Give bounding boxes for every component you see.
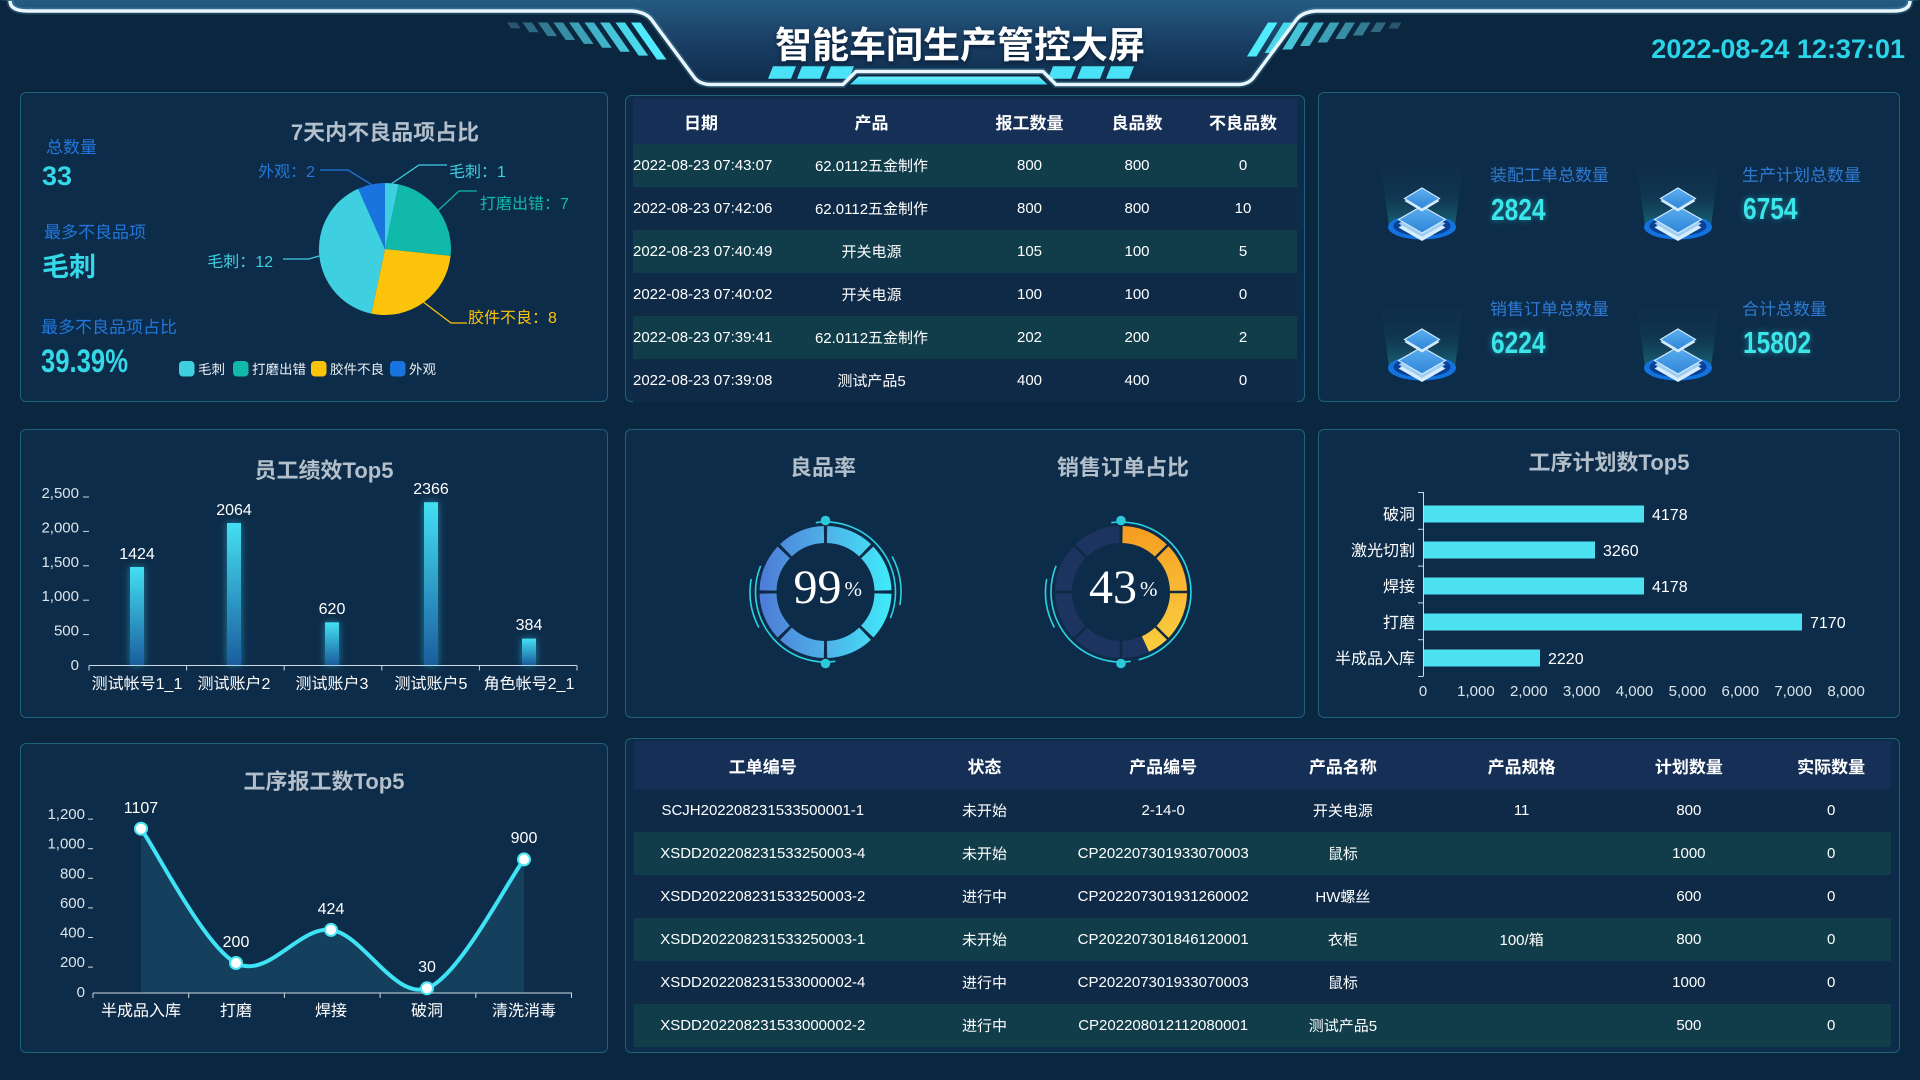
svg-text:胶件不良：8: 胶件不良：8 bbox=[468, 309, 557, 327]
svg-text:3,000: 3,000 bbox=[1563, 683, 1601, 700]
svg-text:99: 99 bbox=[794, 561, 842, 614]
svg-text:1424: 1424 bbox=[119, 546, 155, 563]
svg-text:1,000: 1,000 bbox=[1457, 683, 1495, 700]
svg-text:4178: 4178 bbox=[1652, 507, 1688, 524]
svg-text:外观：2: 外观：2 bbox=[258, 163, 315, 181]
svg-text:破洞: 破洞 bbox=[1383, 506, 1415, 524]
svg-text:620: 620 bbox=[319, 601, 346, 618]
svg-text:30: 30 bbox=[418, 959, 436, 976]
svg-text:7,000: 7,000 bbox=[1774, 683, 1812, 700]
svg-text:1,000: 1,000 bbox=[47, 836, 85, 853]
svg-text:200: 200 bbox=[223, 934, 250, 951]
svg-text:半成品入库: 半成品入库 bbox=[1335, 650, 1415, 668]
svg-text:2220: 2220 bbox=[1548, 651, 1584, 668]
svg-text:测试帐号1_1: 测试帐号1_1 bbox=[92, 675, 183, 693]
svg-text:工序报工数Top5: 工序报工数Top5 bbox=[244, 769, 405, 794]
svg-text:7170: 7170 bbox=[1810, 615, 1846, 632]
svg-text:半成品入库: 半成品入库 bbox=[101, 1002, 181, 1020]
svg-text:1,000: 1,000 bbox=[41, 588, 79, 605]
svg-text:600: 600 bbox=[60, 895, 85, 912]
svg-text:400: 400 bbox=[60, 925, 85, 942]
svg-text:1,200: 1,200 bbox=[47, 806, 85, 823]
svg-text:800: 800 bbox=[60, 865, 85, 882]
svg-text:384: 384 bbox=[516, 617, 543, 634]
svg-text:焊接: 焊接 bbox=[1383, 578, 1415, 596]
svg-text:激光切割: 激光切割 bbox=[1351, 542, 1415, 560]
svg-text:7天内不良品项占比: 7天内不良品项占比 bbox=[291, 120, 479, 145]
svg-text:测试账户5: 测试账户5 bbox=[395, 675, 468, 693]
svg-text:毛刺: 毛刺 bbox=[198, 362, 225, 377]
svg-text:2,500: 2,500 bbox=[41, 485, 79, 502]
svg-text:销售订单占比: 销售订单占比 bbox=[1057, 455, 1189, 480]
svg-text:打磨出错：7: 打磨出错：7 bbox=[480, 195, 569, 213]
svg-text:焊接: 焊接 bbox=[315, 1002, 347, 1020]
svg-text:清洗消毒: 清洗消毒 bbox=[492, 1002, 556, 1020]
svg-text:工序计划数Top5: 工序计划数Top5 bbox=[1529, 450, 1690, 475]
svg-text:测试账户2: 测试账户2 bbox=[198, 675, 271, 693]
svg-text:最多不良品项: 最多不良品项 bbox=[44, 223, 146, 242]
svg-text:胶件不良: 胶件不良 bbox=[330, 362, 384, 377]
svg-text:4,000: 4,000 bbox=[1616, 683, 1654, 700]
svg-text:0: 0 bbox=[71, 657, 79, 674]
svg-text:0: 0 bbox=[1419, 683, 1427, 700]
svg-text:2366: 2366 bbox=[413, 481, 449, 498]
svg-text:最多不良品项占比: 最多不良品项占比 bbox=[41, 318, 177, 337]
svg-text:900: 900 bbox=[511, 830, 538, 847]
svg-text:测试账户3: 测试账户3 bbox=[296, 675, 369, 693]
svg-text:2,000: 2,000 bbox=[1510, 683, 1548, 700]
svg-text:打磨: 打磨 bbox=[220, 1002, 252, 1020]
svg-text:良品率: 良品率 bbox=[790, 455, 856, 480]
svg-text:毛刺：1: 毛刺：1 bbox=[449, 163, 506, 181]
svg-text:424: 424 bbox=[318, 901, 345, 918]
svg-text:打磨出错: 打磨出错 bbox=[252, 362, 306, 377]
svg-text:200: 200 bbox=[60, 954, 85, 971]
svg-text:总数量: 总数量 bbox=[46, 138, 97, 157]
svg-text:500: 500 bbox=[54, 623, 79, 640]
svg-text:员工绩效Top5: 员工绩效Top5 bbox=[255, 458, 394, 483]
svg-text:打磨: 打磨 bbox=[1383, 614, 1415, 632]
svg-text:33: 33 bbox=[42, 161, 72, 191]
svg-text:2,000: 2,000 bbox=[41, 519, 79, 536]
svg-text:外观: 外观 bbox=[409, 362, 436, 377]
svg-text:毛刺：12: 毛刺：12 bbox=[207, 253, 273, 271]
svg-text:%: % bbox=[1140, 577, 1158, 601]
svg-text:%: % bbox=[845, 577, 863, 601]
svg-text:2064: 2064 bbox=[216, 502, 252, 519]
svg-text:4178: 4178 bbox=[1652, 579, 1688, 596]
svg-text:破洞: 破洞 bbox=[411, 1002, 443, 1020]
svg-text:5,000: 5,000 bbox=[1669, 683, 1707, 700]
svg-text:毛刺: 毛刺 bbox=[42, 252, 96, 282]
svg-text:43: 43 bbox=[1089, 561, 1137, 614]
svg-text:39.39%: 39.39% bbox=[41, 343, 128, 379]
svg-text:1107: 1107 bbox=[124, 800, 159, 817]
svg-text:角色帐号2_1: 角色帐号2_1 bbox=[484, 675, 575, 693]
svg-text:3260: 3260 bbox=[1603, 543, 1639, 560]
svg-text:6,000: 6,000 bbox=[1722, 683, 1760, 700]
svg-text:8,000: 8,000 bbox=[1827, 683, 1865, 700]
svg-text:1,500: 1,500 bbox=[41, 554, 79, 571]
svg-text:0: 0 bbox=[77, 984, 85, 1001]
